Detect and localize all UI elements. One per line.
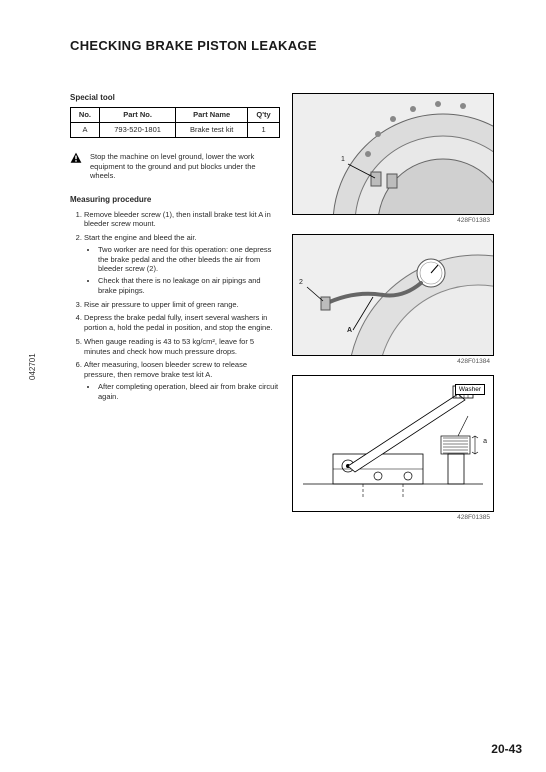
- step-4: Depress the brake pedal fully, insert se…: [84, 313, 280, 333]
- step-text: Start the engine and bleed the air.: [84, 233, 197, 242]
- page-title: CHECKING BRAKE PISTON LEAKAGE: [70, 38, 510, 53]
- special-tool-heading: Special tool: [70, 93, 280, 103]
- figure3-a-label: a: [483, 438, 487, 445]
- side-document-code: 042701: [28, 353, 37, 380]
- cell-qty: 1: [248, 123, 280, 138]
- warning-text: Stop the machine on level ground, lower …: [90, 152, 280, 181]
- col-partno: Part No.: [99, 108, 175, 123]
- figure-3: Washer a: [292, 375, 494, 512]
- step-2: Start the engine and bleed the air. Two …: [84, 233, 280, 296]
- step-5: When gauge reading is 43 to 53 kg/cm², l…: [84, 337, 280, 357]
- col-no: No.: [71, 108, 100, 123]
- figure-3-caption: 428F01385: [292, 514, 492, 523]
- step-text: Remove bleeder screw (1), then install b…: [84, 210, 271, 229]
- cell-partname: Brake test kit: [176, 123, 248, 138]
- substep: Two worker are need for this operation: …: [98, 245, 280, 274]
- warning-icon: [70, 152, 82, 167]
- table-header-row: No. Part No. Part Name Q'ty: [71, 108, 280, 123]
- figure-1: 1: [292, 93, 494, 215]
- procedure-heading: Measuring procedure: [70, 195, 280, 205]
- step-text: After measuring, loosen bleeder screw to…: [84, 360, 247, 379]
- step-text: Rise air pressure to upper limit of gree…: [84, 300, 239, 309]
- special-tool-table: No. Part No. Part Name Q'ty A 793-520-18…: [70, 107, 280, 138]
- col-qty: Q'ty: [248, 108, 280, 123]
- figure2-label-a: A: [347, 327, 352, 334]
- figure2-label-2: 2: [299, 279, 303, 286]
- figure3-washer-label: Washer: [455, 384, 485, 395]
- cell-no: A: [71, 123, 100, 138]
- figure1-label-1: 1: [341, 156, 345, 163]
- step-1: Remove bleeder screw (1), then install b…: [84, 210, 280, 230]
- figure-1-caption: 428F01383: [292, 217, 492, 226]
- col-partname: Part Name: [176, 108, 248, 123]
- procedure-list: Remove bleeder screw (1), then install b…: [70, 210, 280, 402]
- left-column: Special tool No. Part No. Part Name Q'ty…: [70, 93, 280, 531]
- step-6: After measuring, loosen bleeder screw to…: [84, 360, 280, 401]
- right-column: 1 428F01383: [292, 93, 492, 531]
- substep: After completing operation, bleed air fr…: [98, 382, 280, 402]
- figure-2-caption: 428F01384: [292, 358, 492, 367]
- step-3: Rise air pressure to upper limit of gree…: [84, 300, 280, 310]
- figure-2: 2 A: [292, 234, 494, 356]
- cell-partno: 793-520-1801: [99, 123, 175, 138]
- warning-block: Stop the machine on level ground, lower …: [70, 152, 280, 181]
- substep: Check that there is no leakage on air pi…: [98, 276, 280, 296]
- step-text: When gauge reading is 43 to 53 kg/cm², l…: [84, 337, 254, 356]
- table-row: A 793-520-1801 Brake test kit 1: [71, 123, 280, 138]
- step-text: Depress the brake pedal fully, insert se…: [84, 313, 272, 332]
- page-number: 20-43: [491, 742, 522, 756]
